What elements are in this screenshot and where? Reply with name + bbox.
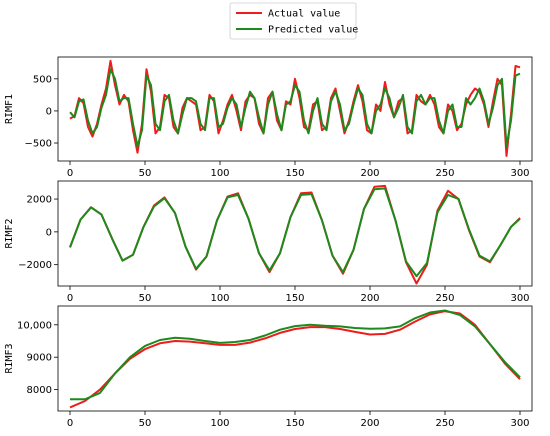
panel-2-x-tick-label: 200 — [360, 293, 379, 304]
panel-1-x-tick-label: 150 — [285, 168, 304, 179]
panel-1-x-tick-label: 200 — [360, 168, 379, 179]
rimf3-panel: 0 50 100 150 200 250 300 8000 9000 10,000 RIMF3 — [4, 305, 533, 429]
panel-2-series-predicted-line — [69, 187, 521, 278]
panel-2-x-tick-label: 100 — [210, 293, 229, 304]
panel-1-y-tick-label: −500 — [25, 139, 52, 150]
panel-1-x-tick-label: 250 — [435, 168, 454, 179]
panel-2-x-tick-label: 250 — [435, 293, 454, 304]
panel-3-y-tick-label: 10,000 — [17, 320, 52, 331]
panel-2-x-tick-label: 150 — [285, 293, 304, 304]
panel-3-y-tick-label: 8000 — [27, 385, 52, 396]
panel-3-x-tick-label: 250 — [435, 418, 454, 429]
panel-1-y-tick-label: 0 — [46, 106, 52, 117]
panel-2-series-actual-line — [69, 184, 521, 285]
rimf1-panel: 0 50 100 150 200 250 300 −500 0 500 RIMF1 — [4, 56, 533, 179]
panel-3-x-tick-label: 150 — [285, 418, 304, 429]
panel-3-x-tick-label: 200 — [360, 418, 379, 429]
panel-3-x-tick-label: 300 — [510, 418, 529, 429]
legend: Actual value Predicted value — [229, 2, 358, 40]
legend-actual-label: Actual value — [268, 9, 340, 20]
panel-3-y-axis-label: RIMF3 — [4, 343, 15, 373]
panel-2-x-tick-label: 50 — [139, 293, 152, 304]
panel-3-x-tick-label: 100 — [210, 418, 229, 429]
panel-1-x-tick-label: 0 — [67, 168, 73, 179]
panel-2-y-tick-label: −2000 — [18, 260, 52, 271]
panel-3-x-tick-label: 50 — [139, 418, 152, 429]
panel-2-axes-frame — [57, 180, 533, 287]
panel-2-y-tick-label: 2000 — [27, 195, 52, 206]
panel-1-series-predicted-line — [69, 68, 521, 148]
legend-predicted-label: Predicted value — [268, 25, 358, 36]
panel-1-x-tick-label: 300 — [510, 168, 529, 179]
panel-3-y-tick-label: 9000 — [27, 353, 52, 364]
panel-1-x-tick-label: 50 — [139, 168, 152, 179]
panel-1-x-tick-label: 100 — [210, 168, 229, 179]
panel-2-x-tick-label: 0 — [67, 293, 73, 304]
panel-1-y-axis-label: RIMF1 — [4, 94, 15, 124]
panel-2-x-tick-label: 300 — [510, 293, 529, 304]
panel-3-x-tick-label: 0 — [67, 418, 73, 429]
rimf2-panel: 0 50 100 150 200 250 300 −2000 0 2000 RIMF2 — [4, 180, 533, 304]
panel-2-y-tick-label: 0 — [46, 227, 52, 238]
panel-3-series-predicted-line — [70, 309, 521, 401]
panel-2-y-axis-label: RIMF2 — [4, 218, 15, 248]
panel-1-y-tick-label: 500 — [33, 74, 52, 85]
